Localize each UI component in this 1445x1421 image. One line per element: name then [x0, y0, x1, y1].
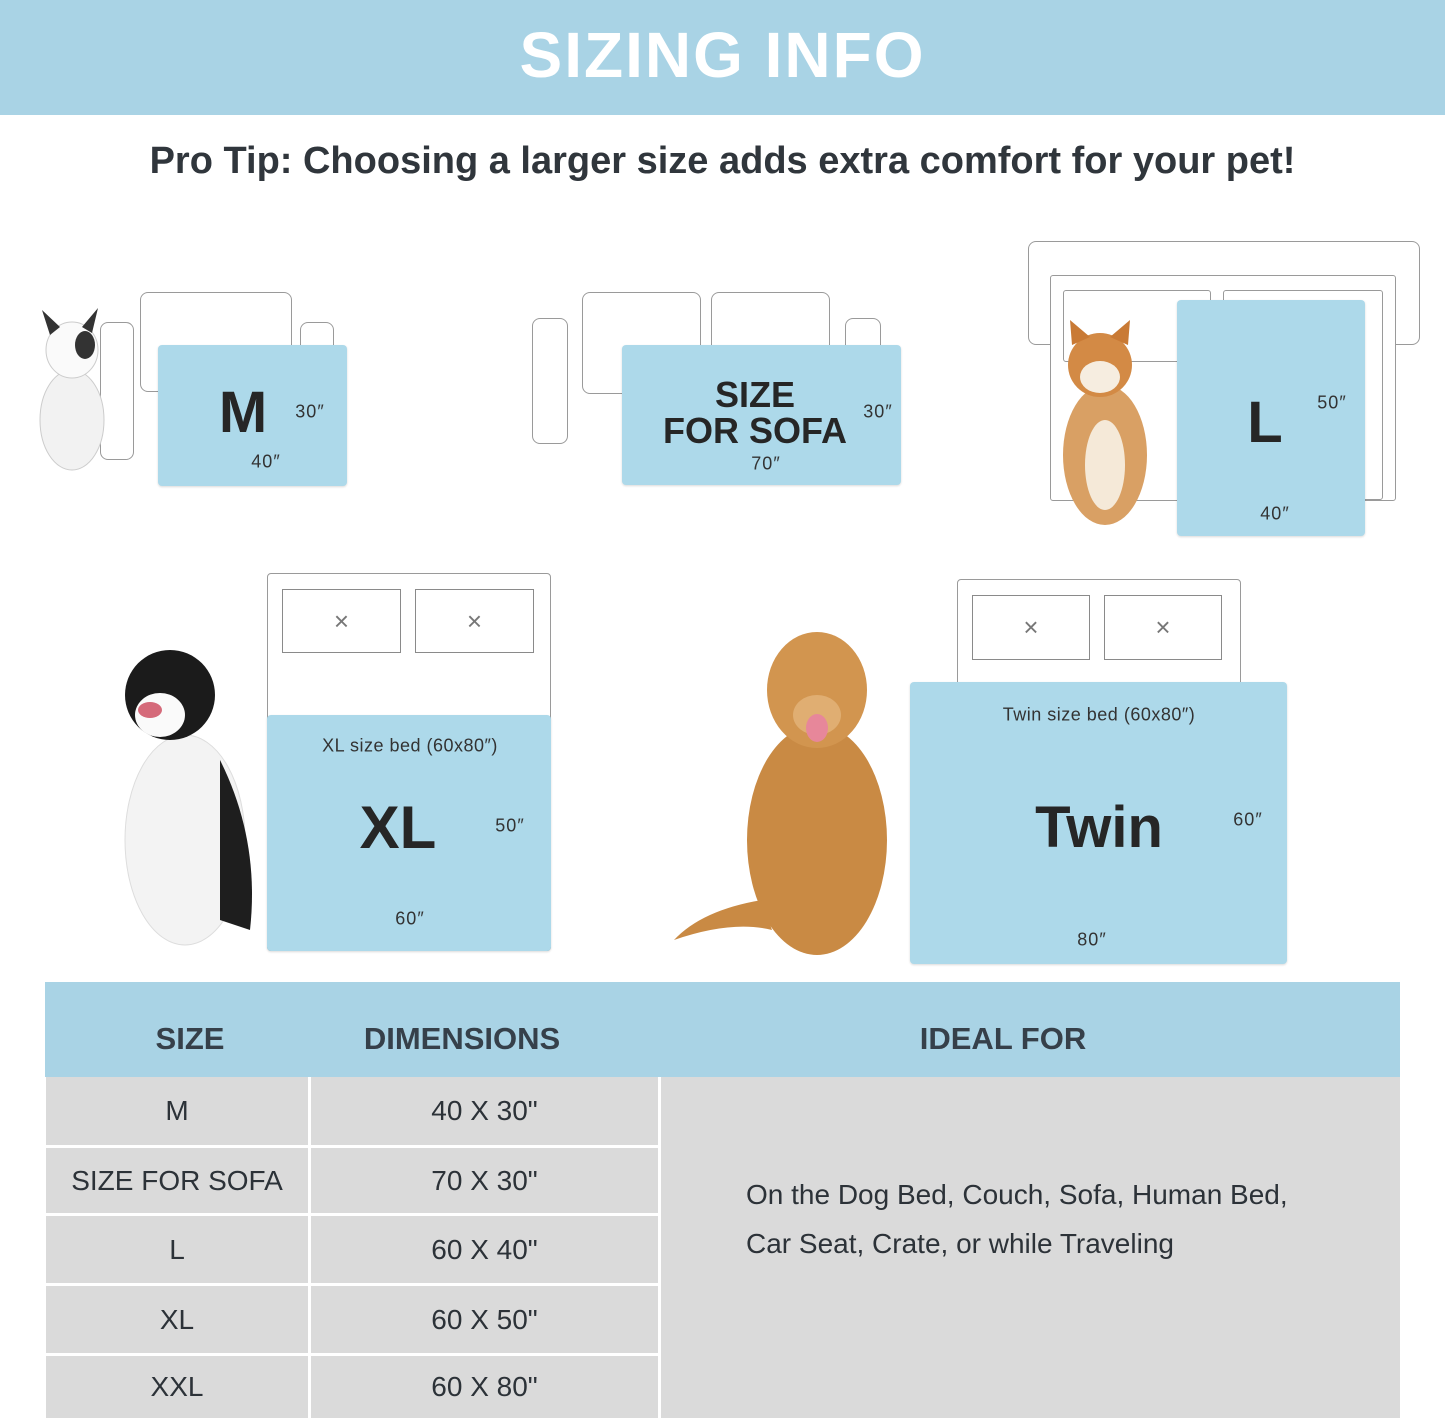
ideal-for-line: Car Seat, Crate, or while Traveling [746, 1228, 1174, 1259]
dim-width-m: 40″ [251, 451, 281, 472]
pillow-icon: × [972, 595, 1090, 660]
dim-height-twin: 60″ [1233, 809, 1263, 830]
dog-icon-border-collie [124, 650, 252, 946]
page-title: SIZING INFO [519, 19, 926, 91]
ideal-for-text: On the Dog Bed, Couch, Sofa, Human Bed, … [746, 1170, 1288, 1268]
pad-twin [910, 682, 1287, 964]
table-cell-dims: 60 X 40" [311, 1216, 658, 1283]
dim-height-xl: 50″ [495, 815, 525, 836]
table-cell-size: L [46, 1216, 308, 1283]
bed-label-xl: XL size bed (60x80″) [322, 735, 498, 756]
dog-icon-shiba [1063, 320, 1147, 525]
size-label-xl: XL [359, 794, 437, 861]
table-cell-size: M [46, 1077, 308, 1145]
pillow-icon: × [1104, 595, 1222, 660]
pillow-icon: × [282, 589, 401, 653]
pillow-icon: × [415, 589, 534, 653]
pad-sofa [622, 345, 901, 485]
header-dimensions: DIMENSIONS [363, 1021, 561, 1056]
header-size: SIZE [155, 1021, 225, 1056]
dim-height-l: 50″ [1317, 392, 1347, 413]
table-cell-size: SIZE FOR SOFA [46, 1148, 308, 1213]
table-cell-size: XXL [46, 1356, 308, 1418]
table-cell-size: XL [46, 1286, 308, 1353]
table-cell-dims: 60 X 50" [311, 1286, 658, 1353]
table-header [45, 982, 1400, 1077]
chair-arm-left [100, 322, 134, 460]
dog-icon-golden-retriever [674, 632, 887, 955]
dim-width-l: 40″ [1260, 503, 1290, 524]
dim-width-twin: 80″ [1077, 929, 1107, 950]
ideal-for-line: On the Dog Bed, Couch, Sofa, Human Bed, [746, 1179, 1288, 1210]
ideal-for-cell [661, 1077, 1400, 1418]
pro-tip: Pro Tip: Choosing a larger size adds ext… [149, 140, 1296, 182]
dim-height-m: 30″ [295, 401, 325, 422]
size-label-twin: Twin [1035, 795, 1163, 860]
size-label-m: M [218, 380, 268, 445]
size-label-l: L [1247, 390, 1283, 455]
size-label-sofa-1: SIZE [714, 374, 796, 415]
dim-width-xl: 60″ [395, 908, 425, 929]
pad-l [1177, 300, 1365, 536]
size-label-sofa-2: FOR SOFA [662, 410, 848, 451]
dim-height-sofa: 30″ [863, 401, 893, 422]
header-banner [0, 0, 1445, 115]
table-cell-dims: 40 X 30" [311, 1077, 658, 1145]
pad-m [158, 345, 347, 486]
table-cell-dims: 60 X 80" [311, 1356, 658, 1418]
dim-width-sofa: 70″ [751, 453, 781, 474]
header-ideal-for: IDEAL FOR [919, 1021, 1087, 1056]
table-cell-dims: 70 X 30" [311, 1148, 658, 1213]
pad-xl [267, 715, 551, 951]
bed-label-twin: Twin size bed (60x80″) [1002, 704, 1196, 725]
sofa-arm-left [532, 318, 568, 444]
dog-icon-french-bulldog [39, 308, 105, 471]
